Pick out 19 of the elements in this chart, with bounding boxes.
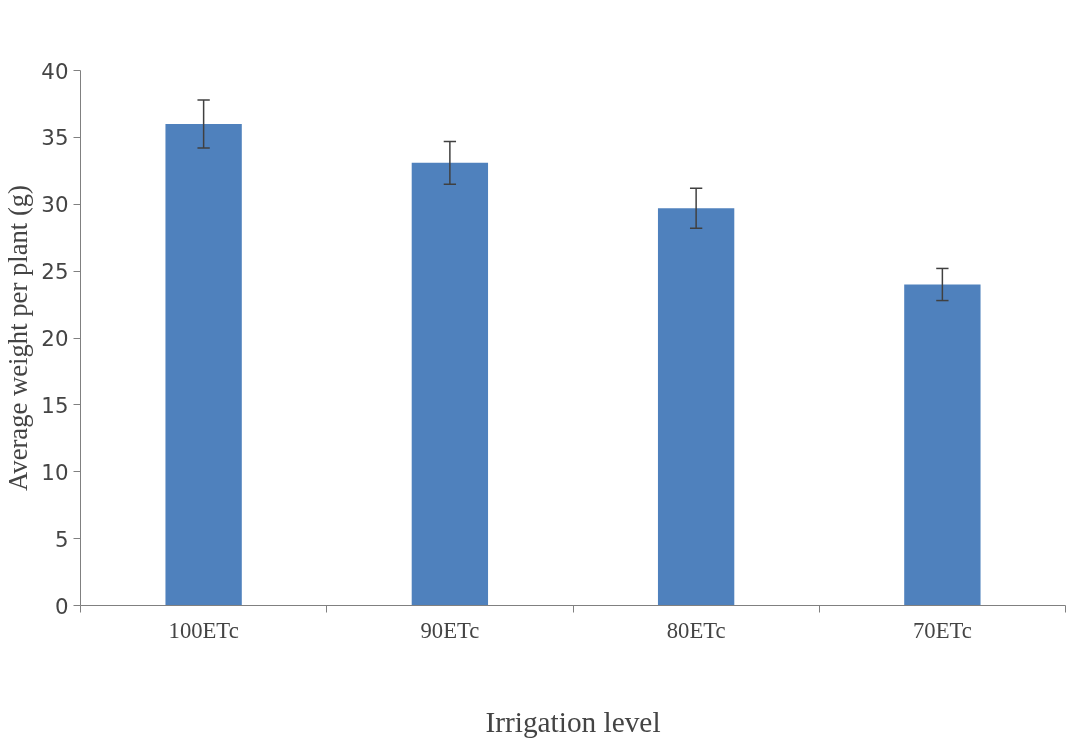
- y-tick-label: 40: [41, 58, 69, 84]
- x-axis-title: Irrigation level: [485, 705, 661, 738]
- bar: [657, 208, 735, 606]
- y-tick-label: 25: [41, 259, 69, 285]
- x-tick-label: 90ETc: [420, 617, 480, 643]
- x-tick-label: 100ETc: [168, 617, 239, 643]
- bar: [165, 124, 242, 606]
- y-tick-label: 30: [41, 192, 69, 218]
- bar: [411, 162, 489, 606]
- y-tick-label: 15: [41, 392, 69, 418]
- y-axis-title: Average weight per plant (g): [3, 185, 34, 491]
- y-tick-label: 0: [54, 593, 69, 619]
- bar: [904, 284, 981, 606]
- x-tick-label: 70ETc: [912, 617, 972, 643]
- x-tick-label: 80ETc: [666, 617, 726, 643]
- y-tick-label: 10: [41, 459, 69, 485]
- y-tick-label: 20: [41, 326, 69, 351]
- y-tick-label: 35: [41, 125, 69, 151]
- y-tick-label: 5: [54, 526, 69, 552]
